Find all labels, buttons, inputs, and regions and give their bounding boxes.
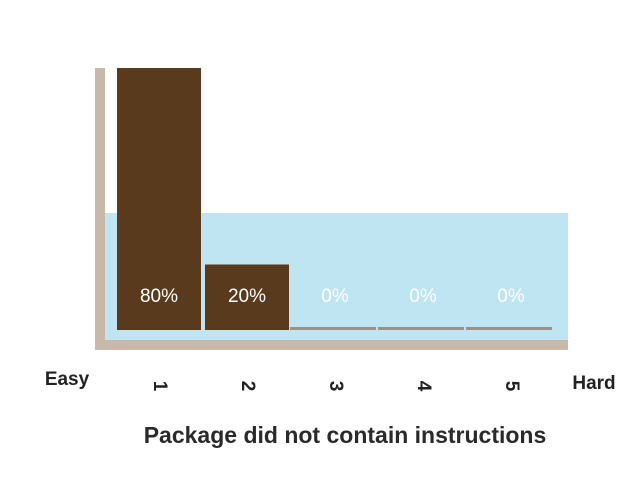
bar bbox=[378, 327, 464, 330]
x-tick-label: 5 bbox=[501, 381, 522, 392]
bar bbox=[466, 327, 552, 330]
value-label: 80% bbox=[140, 286, 178, 307]
x-tick-label: 4 bbox=[413, 381, 434, 392]
axis-frame-bottom bbox=[95, 340, 568, 350]
bar bbox=[205, 264, 289, 330]
low-label: Easy bbox=[45, 369, 90, 390]
x-tick-label: 2 bbox=[237, 381, 258, 392]
value-label: 20% bbox=[228, 286, 266, 307]
chart-title: Package did not contain instructions bbox=[144, 422, 547, 448]
value-label: 0% bbox=[321, 286, 349, 307]
bar bbox=[290, 327, 376, 330]
x-tick-label: 3 bbox=[325, 381, 346, 392]
axis-frame-left bbox=[95, 68, 105, 350]
high-label: Hard bbox=[572, 373, 615, 394]
value-label: 0% bbox=[497, 286, 525, 307]
bar bbox=[117, 68, 201, 330]
x-tick-label: 1 bbox=[149, 381, 170, 392]
value-label: 0% bbox=[409, 286, 437, 307]
